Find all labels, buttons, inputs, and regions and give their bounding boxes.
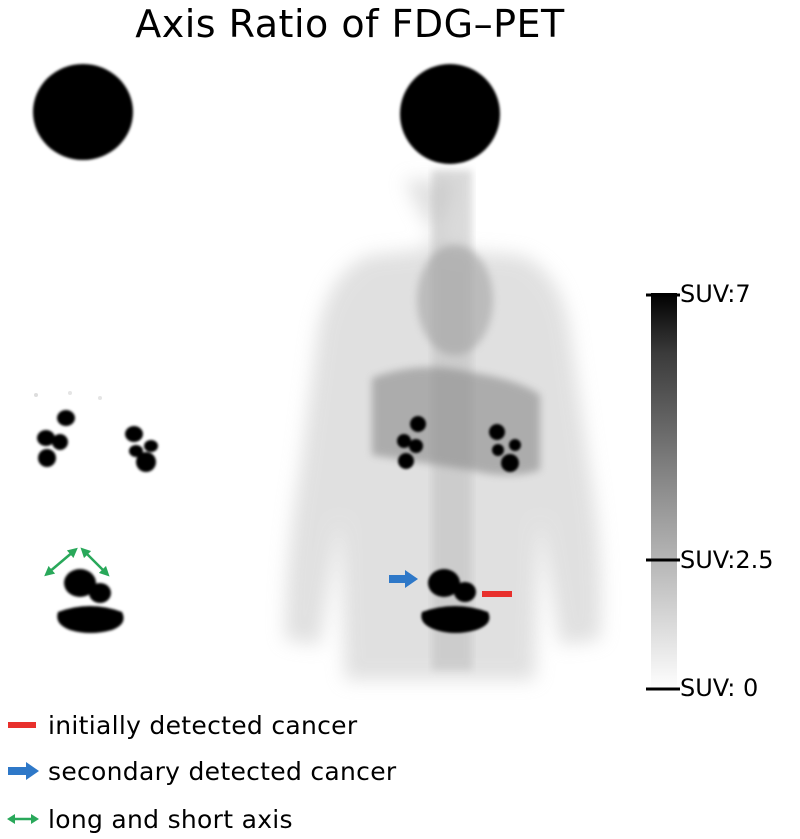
suv-mid-label: SUV:2.5: [680, 546, 774, 574]
blue-arrow-icon: [8, 762, 39, 780]
green-double-arrow-icon: [7, 814, 39, 824]
left-kidney-uptake: [37, 410, 75, 467]
legend-label: secondary detected cancer: [48, 756, 397, 786]
pelvic-lesion-left: [57, 569, 124, 633]
secondary-cancer-marker: [389, 570, 418, 588]
red-bar-icon: [8, 722, 36, 728]
suv-scale-bar: [646, 293, 680, 691]
brain-uptake: [33, 64, 133, 160]
initial-cancer-marker: [482, 591, 512, 597]
brain-uptake: [400, 64, 500, 164]
legend-label: long and short axis: [48, 804, 293, 834]
left-kidney-uptake: [397, 416, 426, 469]
pelvic-lesion-right: [421, 569, 490, 633]
figure-title: Axis Ratio of FDG–PET: [135, 2, 565, 46]
long-axis-arrow: [44, 547, 78, 577]
right-kidney-uptake: [489, 424, 521, 472]
legend-item-initial: initially detected cancer: [6, 708, 357, 742]
right-kidney-uptake: [125, 426, 158, 472]
short-axis-arrow: [80, 547, 110, 577]
right-pet-image: [285, 64, 602, 680]
suv-min-label: SUV: 0: [680, 674, 759, 702]
legend-item-secondary: secondary detected cancer: [6, 754, 397, 788]
legend-item-axis: long and short axis: [6, 802, 293, 836]
suv-max-label: SUV:7: [680, 280, 751, 308]
left-pet-image: [33, 64, 158, 633]
legend-label: initially detected cancer: [48, 710, 358, 740]
